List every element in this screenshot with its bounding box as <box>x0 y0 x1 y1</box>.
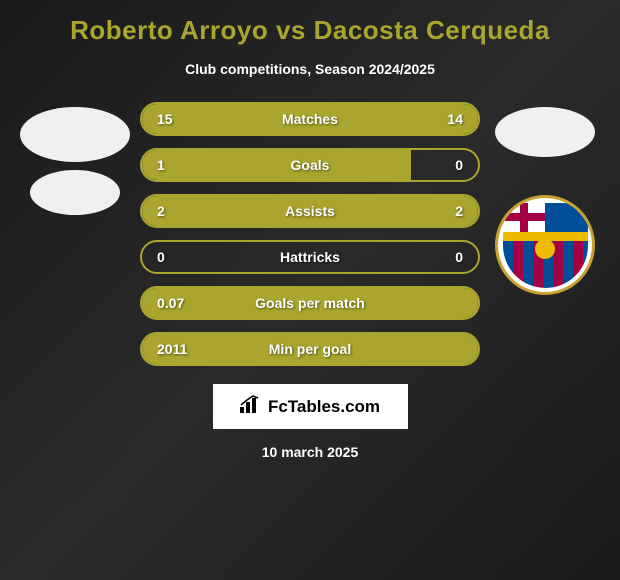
right-player-col <box>485 102 605 295</box>
badge-cross <box>503 203 546 233</box>
player1-avatar-placeholder <box>20 107 130 162</box>
stat-value-right: 0 <box>455 157 463 173</box>
stats-column: 15 Matches 14 1 Goals 0 2 Assists 2 0 Hattricks 0 0.… <box>140 102 480 366</box>
comparison-container: Roberto Arroyo vs Dacosta Cerqueda Club … <box>0 0 620 470</box>
stat-bar: 15 Matches 14 <box>140 102 480 136</box>
stat-bar: 2 Assists 2 <box>140 194 480 228</box>
stat-label: Min per goal <box>269 341 351 357</box>
stat-value-left: 0.07 <box>157 295 184 311</box>
stat-value-left: 1 <box>157 157 165 173</box>
stat-label: Goals <box>291 157 330 173</box>
content-row: 15 Matches 14 1 Goals 0 2 Assists 2 0 Hattricks 0 0.… <box>0 102 620 366</box>
stat-value-left: 0 <box>157 249 165 265</box>
watermark-text: FcTables.com <box>268 397 380 417</box>
badge-ball <box>535 239 555 259</box>
date-label: 10 march 2025 <box>262 444 359 460</box>
chart-icon <box>240 395 262 418</box>
stat-value-left: 2 <box>157 203 165 219</box>
page-subtitle: Club competitions, Season 2024/2025 <box>185 61 435 77</box>
stat-value-right: 0 <box>455 249 463 265</box>
player2-avatar-placeholder <box>495 107 595 157</box>
stat-fill-left <box>142 150 411 180</box>
stat-bar: 1 Goals 0 <box>140 148 480 182</box>
stat-bar: 0.07 Goals per match <box>140 286 480 320</box>
stat-fill-right <box>310 196 478 226</box>
watermark: FcTables.com <box>213 384 408 429</box>
player2-club-badge <box>495 195 595 295</box>
stat-value-right: 2 <box>455 203 463 219</box>
stat-bar: 0 Hattricks 0 <box>140 240 480 274</box>
stat-value-right: 14 <box>447 111 463 127</box>
left-player-col <box>15 102 135 223</box>
player1-club-placeholder <box>30 170 120 215</box>
stat-label: Assists <box>285 203 335 219</box>
badge-inner <box>503 203 588 288</box>
stat-label: Matches <box>282 111 338 127</box>
stat-bar: 2011 Min per goal <box>140 332 480 366</box>
stat-label: Hattricks <box>280 249 340 265</box>
stat-label: Goals per match <box>255 295 365 311</box>
stat-value-left: 2011 <box>157 341 187 357</box>
page-title: Roberto Arroyo vs Dacosta Cerqueda <box>70 15 550 46</box>
stat-value-left: 15 <box>157 111 173 127</box>
